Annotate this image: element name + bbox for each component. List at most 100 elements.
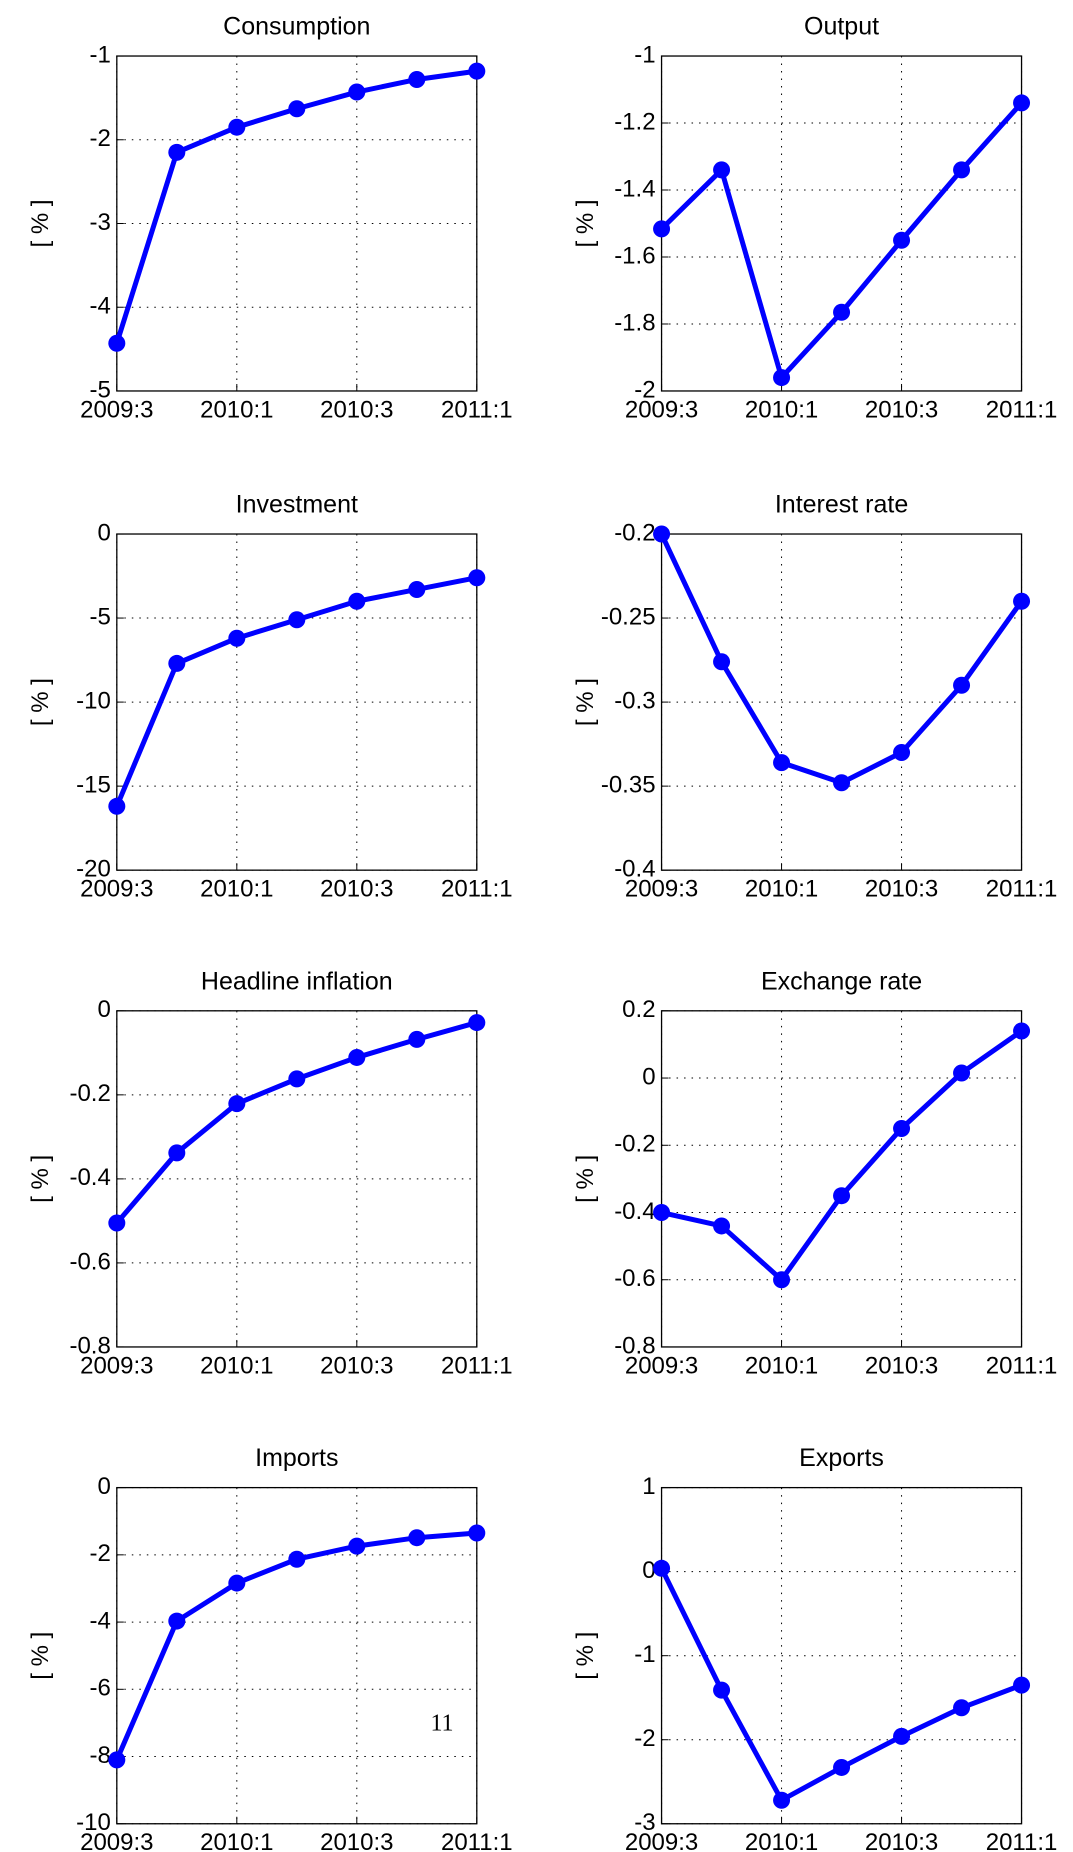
- data-point: [1013, 94, 1031, 112]
- y-tick-label: -1: [89, 41, 110, 68]
- data-point: [953, 1699, 971, 1717]
- y-tick-label: -10: [76, 687, 111, 714]
- y-tick-label: -0.8: [614, 1332, 655, 1359]
- x-tick-label: 2011:1: [986, 876, 1058, 903]
- y-tick-label: -20: [76, 856, 111, 883]
- plot-frame: [660, 533, 1023, 871]
- chart-title: Exchange rate: [761, 967, 922, 995]
- data-point: [468, 569, 486, 587]
- data-point: [893, 231, 911, 249]
- y-tick-label: 0: [97, 519, 110, 546]
- y-axis-label: [ % ]: [27, 199, 54, 247]
- y-tick-label: -3: [89, 209, 110, 236]
- y-axis-label: [ % ]: [27, 1155, 54, 1203]
- y-axis-label: [ % ]: [572, 199, 599, 247]
- data-line: [114, 1020, 478, 1225]
- data-point: [1013, 1676, 1031, 1694]
- y-tick-label: -5: [89, 376, 110, 403]
- data-point: [108, 334, 126, 352]
- y-tick-label: -2: [634, 376, 655, 403]
- y-tick-label: -1: [634, 1641, 655, 1668]
- x-tick-label: 2009:3: [625, 1352, 698, 1379]
- plot-frame: [660, 1010, 1023, 1348]
- x-tick-label: 2010:3: [865, 396, 938, 423]
- y-tick-label: -1: [634, 41, 655, 68]
- x-tick-label: 2010:1: [745, 396, 818, 423]
- page-number: 11: [430, 1711, 453, 1737]
- x-tick-label: 2010:1: [745, 1352, 818, 1379]
- y-tick-label: -4: [89, 293, 110, 320]
- y-tick-label: -1.8: [614, 309, 655, 336]
- x-tick-label: 2010:1: [745, 876, 818, 903]
- y-tick-label: -6: [89, 1675, 110, 1702]
- y-tick-label: -1.6: [614, 242, 655, 269]
- y-tick-label: 1: [642, 1473, 655, 1500]
- x-tick-label: 2010:1: [200, 1352, 273, 1379]
- y-tick-label: -0.2: [614, 1131, 655, 1158]
- y-tick-label: -0.2: [69, 1080, 110, 1107]
- data-point: [713, 1681, 731, 1699]
- data-point: [773, 369, 791, 387]
- y-axis-label: [ % ]: [572, 678, 599, 726]
- x-tick-label: 2010:3: [865, 1829, 938, 1852]
- x-tick-label: 2010:1: [200, 876, 273, 903]
- data-point: [653, 1204, 671, 1222]
- y-tick-label: -1.2: [614, 108, 655, 135]
- y-tick-label: -2: [634, 1725, 655, 1752]
- x-tick-label: 2011:1: [441, 1352, 513, 1379]
- chart-title: Investment: [236, 491, 358, 519]
- y-tick-label: -8: [89, 1742, 110, 1769]
- data-point: [1013, 592, 1031, 610]
- data-point: [893, 744, 911, 762]
- x-tick-label: 2009:3: [80, 876, 153, 903]
- x-tick-label: 2011:1: [986, 396, 1058, 423]
- x-tick-label: 2009:3: [625, 876, 698, 903]
- y-tick-label: -0.6: [614, 1265, 655, 1292]
- data-point: [893, 1119, 911, 1137]
- data-point: [953, 161, 971, 179]
- data-point: [228, 1095, 246, 1113]
- x-tick-label: 2010:3: [865, 1352, 938, 1379]
- data-point: [713, 1217, 731, 1235]
- y-tick-label: -3: [634, 1809, 655, 1836]
- data-point: [288, 611, 306, 629]
- x-tick-label: 2011:1: [441, 1829, 513, 1852]
- data-point: [713, 161, 731, 179]
- y-tick-label: -0.4: [69, 1164, 110, 1191]
- data-point: [833, 303, 851, 321]
- data-point: [348, 592, 366, 610]
- y-axis-label: [ % ]: [27, 678, 54, 726]
- y-tick-label: -0.25: [601, 603, 656, 630]
- data-point: [168, 143, 186, 161]
- data-point: [468, 1014, 486, 1032]
- y-tick-label: -0.2: [614, 519, 655, 546]
- x-tick-label: 2011:1: [441, 876, 513, 903]
- data-point: [168, 1612, 186, 1630]
- plot-frame: [116, 533, 478, 871]
- data-point: [408, 580, 426, 598]
- chart-title: Output: [804, 13, 879, 41]
- data-line: [659, 101, 1024, 381]
- data-point: [653, 1559, 671, 1577]
- chart-title: Exports: [799, 1444, 884, 1472]
- x-tick-label: 2010:3: [320, 1829, 393, 1852]
- x-tick-label: 2010:1: [200, 396, 273, 423]
- data-point: [833, 1758, 851, 1776]
- data-point: [1013, 1022, 1031, 1040]
- y-tick-label: 0: [642, 1557, 655, 1584]
- x-tick-label: 2010:1: [200, 1829, 273, 1852]
- y-tick-label: 0.2: [622, 996, 655, 1023]
- chart-title: Interest rate: [775, 491, 908, 519]
- y-tick-label: -10: [76, 1809, 111, 1836]
- data-point: [408, 70, 426, 88]
- data-point: [348, 1537, 366, 1555]
- x-tick-label: 2010:3: [320, 1352, 393, 1379]
- data-point: [348, 1048, 366, 1066]
- x-tick-label: 2009:3: [625, 1829, 698, 1852]
- data-point: [288, 1070, 306, 1088]
- data-point: [653, 220, 671, 238]
- chart-title: Imports: [255, 1444, 338, 1472]
- y-tick-label: -2: [89, 1540, 110, 1567]
- y-tick-label: 0: [642, 1063, 655, 1090]
